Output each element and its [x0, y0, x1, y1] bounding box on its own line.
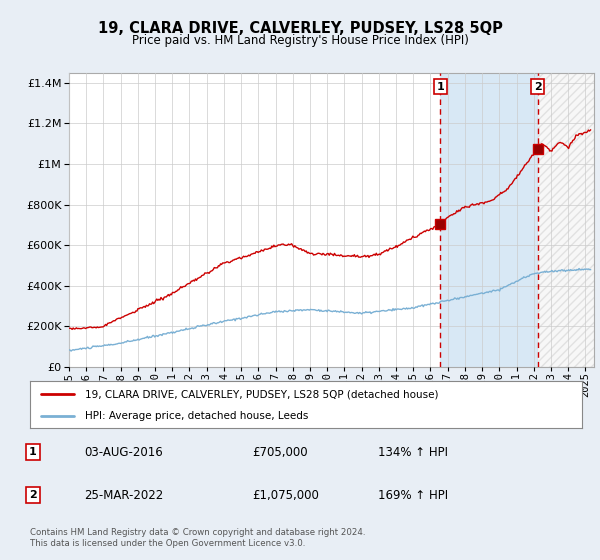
Text: £1,075,000: £1,075,000: [252, 489, 319, 502]
Text: 1: 1: [29, 447, 37, 457]
Text: Contains HM Land Registry data © Crown copyright and database right 2024.
This d: Contains HM Land Registry data © Crown c…: [30, 528, 365, 548]
Text: 169% ↑ HPI: 169% ↑ HPI: [378, 489, 448, 502]
Text: Price paid vs. HM Land Registry's House Price Index (HPI): Price paid vs. HM Land Registry's House …: [131, 34, 469, 46]
Text: £705,000: £705,000: [252, 446, 308, 459]
Text: 2: 2: [534, 82, 542, 92]
Text: 2: 2: [29, 491, 37, 500]
Text: 1: 1: [437, 82, 445, 92]
Text: 19, CLARA DRIVE, CALVERLEY, PUDSEY, LS28 5QP: 19, CLARA DRIVE, CALVERLEY, PUDSEY, LS28…: [98, 21, 502, 36]
Bar: [440, 73, 538, 367]
Text: HPI: Average price, detached house, Leeds: HPI: Average price, detached house, Leed…: [85, 411, 308, 421]
Text: 03-AUG-2016: 03-AUG-2016: [84, 446, 163, 459]
Text: 25-MAR-2022: 25-MAR-2022: [84, 489, 163, 502]
Text: 19, CLARA DRIVE, CALVERLEY, PUDSEY, LS28 5QP (detached house): 19, CLARA DRIVE, CALVERLEY, PUDSEY, LS28…: [85, 389, 439, 399]
Text: 134% ↑ HPI: 134% ↑ HPI: [378, 446, 448, 459]
Bar: [538, 73, 600, 367]
